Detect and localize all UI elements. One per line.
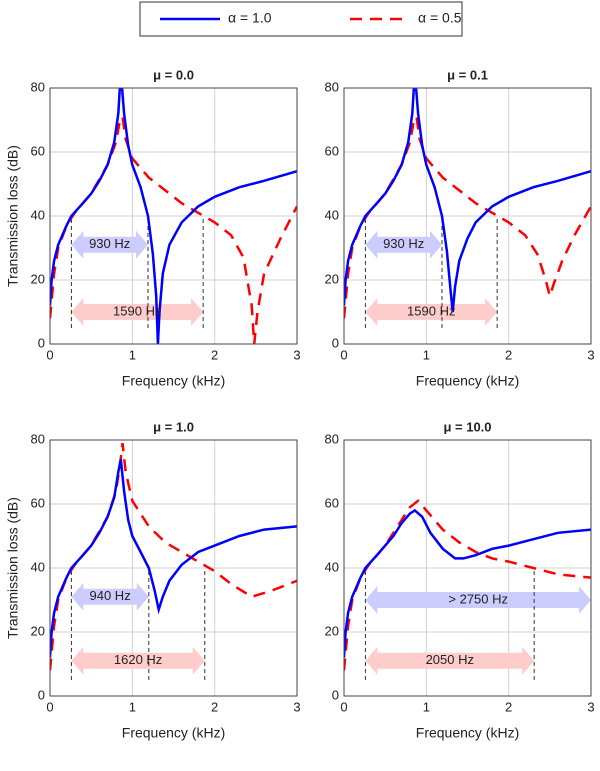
y-tick-label: 40 xyxy=(325,559,339,574)
plot-layer xyxy=(344,88,591,328)
axes-frame xyxy=(49,87,298,345)
y-tick-label: 80 xyxy=(325,79,339,94)
y-tick-label: 20 xyxy=(325,623,339,638)
y-tick-label: 80 xyxy=(31,79,45,94)
y-tick-label: 60 xyxy=(31,495,45,510)
x-axis-label: Frequency (kHz) xyxy=(122,373,225,389)
plot-layer xyxy=(50,88,297,344)
series-line xyxy=(50,443,297,671)
range-arrow xyxy=(71,582,149,611)
range-arrow xyxy=(71,230,148,259)
chart-title: μ = 0.1 xyxy=(447,67,488,82)
y-tick-label: 60 xyxy=(325,495,339,510)
x-tick-label: 0 xyxy=(340,347,347,362)
range-arrow xyxy=(365,646,535,675)
legend-label: α = 1.0 xyxy=(228,10,272,26)
y-tick-label: 40 xyxy=(31,207,45,222)
range-arrow xyxy=(365,298,498,326)
y-tick-label: 0 xyxy=(332,335,339,350)
plot-layer xyxy=(50,443,297,680)
y-tick-label: 0 xyxy=(38,687,45,702)
range-label: 1590 Hz xyxy=(113,303,161,318)
x-axis-label: Frequency (kHz) xyxy=(416,373,519,389)
plot-layer xyxy=(344,499,591,680)
x-tick-label: 0 xyxy=(340,699,347,714)
x-tick-label: 3 xyxy=(293,699,300,714)
y-tick-label: 60 xyxy=(31,143,45,158)
range-arrow xyxy=(71,298,204,326)
chart-title: μ = 1.0 xyxy=(153,419,194,434)
range-label: 1590 Hz xyxy=(407,303,455,318)
x-tick-label: 2 xyxy=(505,699,512,714)
x-tick-label: 0 xyxy=(46,347,53,362)
chart-title: μ = 0.0 xyxy=(153,67,194,82)
series-line xyxy=(50,458,297,658)
y-tick-label: 60 xyxy=(325,143,339,158)
series-line xyxy=(344,508,591,658)
y-axis-label: Transmission loss (dB) xyxy=(5,497,21,639)
x-tick-label: 3 xyxy=(293,347,300,362)
x-tick-label: 2 xyxy=(211,699,218,714)
y-tick-label: 20 xyxy=(325,271,339,286)
y-tick-label: 80 xyxy=(31,431,45,446)
x-tick-label: 2 xyxy=(211,347,218,362)
series-line xyxy=(50,88,297,344)
range-label: 2050 Hz xyxy=(426,652,474,667)
x-tick-label: 3 xyxy=(587,347,594,362)
x-tick-label: 1 xyxy=(423,347,430,362)
range-arrow xyxy=(71,646,205,675)
range-arrow xyxy=(365,230,442,259)
range-label: > 2750 Hz xyxy=(448,591,508,606)
y-tick-label: 0 xyxy=(38,335,45,350)
x-tick-label: 1 xyxy=(423,699,430,714)
axes-frame xyxy=(49,439,298,697)
chart-title: μ = 10.0 xyxy=(443,419,491,434)
series-line xyxy=(344,88,591,313)
legend-label: α = 0.5 xyxy=(418,10,462,26)
range-label: 940 Hz xyxy=(90,588,131,603)
x-tick-label: 2 xyxy=(505,347,512,362)
y-tick-label: 40 xyxy=(31,559,45,574)
range-label: 1620 Hz xyxy=(114,652,162,667)
x-axis-label: Frequency (kHz) xyxy=(122,725,225,741)
range-label: 930 Hz xyxy=(383,236,424,251)
x-tick-label: 0 xyxy=(46,699,53,714)
axes-frame xyxy=(343,439,592,697)
y-tick-label: 40 xyxy=(325,207,339,222)
range-label: 930 Hz xyxy=(89,236,130,251)
y-tick-label: 20 xyxy=(31,271,45,286)
x-tick-label: 1 xyxy=(129,347,136,362)
y-tick-label: 20 xyxy=(31,623,45,638)
y-tick-label: 0 xyxy=(332,687,339,702)
axes-frame xyxy=(343,87,592,345)
x-tick-label: 1 xyxy=(129,699,136,714)
y-tick-label: 80 xyxy=(325,431,339,446)
x-axis-label: Frequency (kHz) xyxy=(416,725,519,741)
y-axis-label: Transmission loss (dB) xyxy=(5,145,21,287)
x-tick-label: 3 xyxy=(587,699,594,714)
